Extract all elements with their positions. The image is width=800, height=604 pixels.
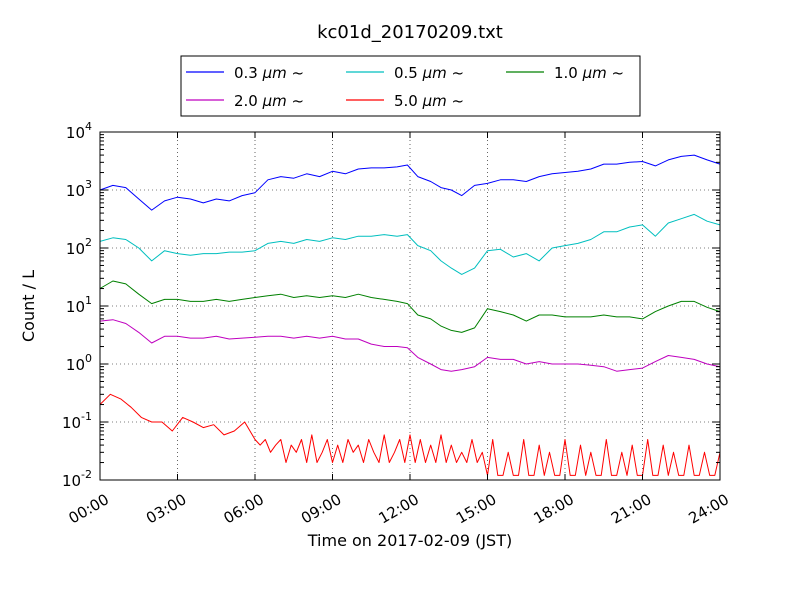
series-line bbox=[99, 154, 721, 211]
x-axis-label: Time on 2017-02-09 (JST) bbox=[307, 531, 512, 550]
legend-label: 0.3 μm ~ bbox=[234, 64, 304, 82]
y-tick-label: 102 bbox=[66, 236, 92, 258]
series-line bbox=[99, 393, 721, 476]
legend-label: 5.0 μm ~ bbox=[394, 92, 464, 110]
y-tick-label: 103 bbox=[66, 178, 92, 200]
legend-label: 0.5 μm ~ bbox=[394, 64, 464, 82]
series-line bbox=[99, 319, 721, 372]
y-tick-label: 100 bbox=[66, 352, 92, 374]
legend-label: 2.0 μm ~ bbox=[234, 92, 304, 110]
series-layer bbox=[99, 154, 721, 476]
series-line bbox=[99, 280, 721, 333]
chart-title: kc01d_20170209.txt bbox=[317, 22, 503, 43]
y-tick-label: 10-1 bbox=[62, 410, 92, 432]
legend: 0.3 μm ~ 0.5 μm ~ 1.0 μm ~ 2.0 μm ~ 5.0 μm ~ bbox=[180, 55, 641, 117]
legend-label: 1.0 μm ~ bbox=[554, 64, 624, 82]
series-line bbox=[99, 213, 721, 275]
y-tick-label: 101 bbox=[66, 294, 92, 316]
legend-box bbox=[180, 55, 641, 117]
y-axis-label: Count / L bbox=[19, 270, 38, 342]
y-tick-label: 104 bbox=[66, 120, 92, 142]
y-tick-label: 10-2 bbox=[62, 468, 92, 490]
grid-layer bbox=[100, 132, 720, 480]
